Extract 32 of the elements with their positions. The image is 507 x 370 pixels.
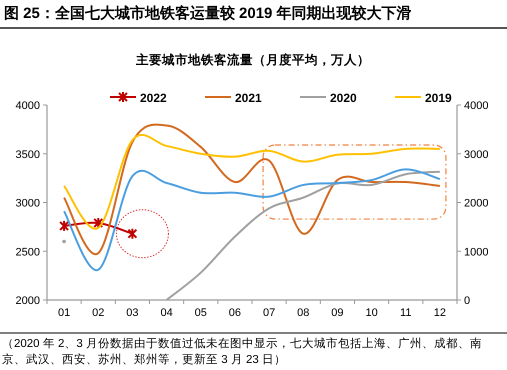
y2-tick-label: 2000 (464, 198, 488, 210)
x-tick-label: 10 (365, 307, 378, 319)
legend-label: 2020 (330, 91, 358, 105)
y2-tick-label: 3000 (464, 148, 488, 161)
y2-tick-label: 1000 (464, 246, 488, 258)
y-tick-label: 4000 (16, 100, 40, 112)
x-tick-label: 09 (331, 307, 344, 319)
x-tick-label: 12 (434, 307, 446, 319)
x-tick-label: 11 (400, 307, 412, 319)
y2-tick-label: 0 (464, 295, 470, 307)
legend-label: 2021 (235, 91, 262, 105)
x-tick-label: 08 (297, 307, 310, 319)
y2-tick-label: 4000 (464, 100, 488, 112)
text: （2020 年 2、3 月份数据由于数值过低未在图中显示，七大城市包括上海、广州、成都、南京、武汉、西安、苏州、郑州等，更新至 3 月 23 日） (2, 336, 483, 368)
x-tick-label: 07 (262, 307, 276, 319)
x-tick-label: 05 (194, 307, 207, 319)
x-tick-label: 01 (58, 307, 70, 319)
x-tick-label: 06 (228, 307, 242, 319)
chart-title: 图 25：全国七大城市地铁客运量较 2019 年同期出现较大下滑 (4, 4, 412, 22)
point (93, 216, 104, 229)
x-tick-label: 03 (126, 307, 139, 319)
y-tick-label: 3500 (16, 148, 40, 161)
chart-subtitle: 主要城市地铁客流量（月度平均，万人） (135, 52, 370, 67)
point (127, 228, 138, 240)
point (59, 220, 70, 232)
y-tick-label: 3000 (16, 198, 40, 210)
legend-label: 2022 (140, 91, 168, 105)
x-tick-label: 02 (92, 307, 104, 319)
legend-label: 2019 (425, 91, 452, 105)
y-tick-label: 2500 (16, 246, 40, 258)
x-tick-label: 04 (160, 307, 173, 319)
y-tick-label: 2000 (16, 295, 40, 307)
